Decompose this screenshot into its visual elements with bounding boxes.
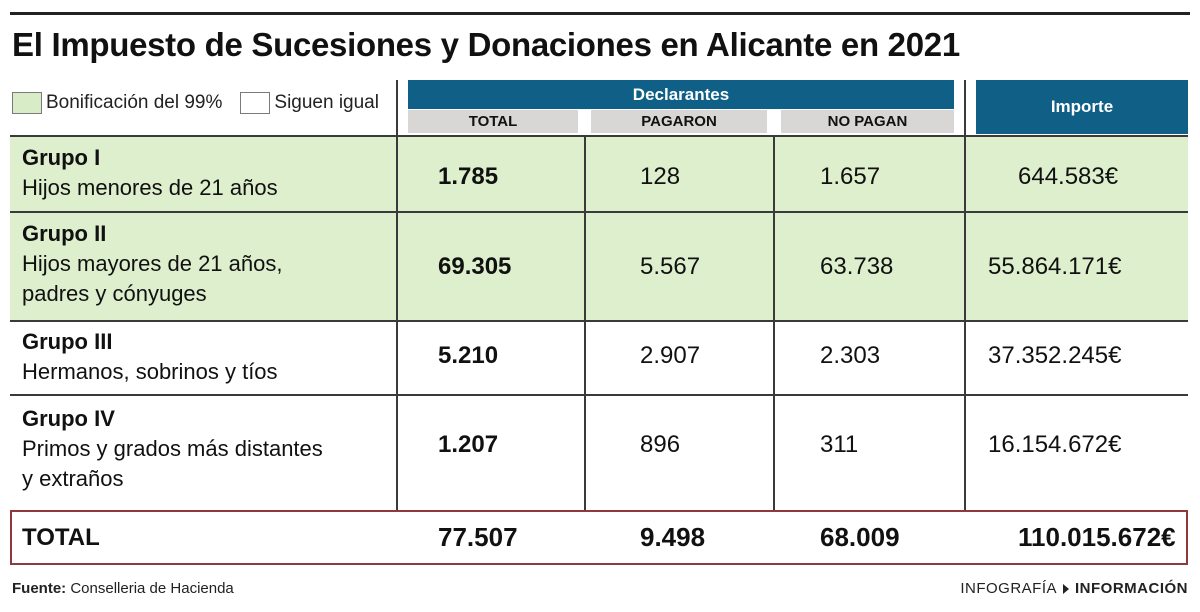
source-text: Conselleria de Hacienda — [70, 580, 234, 597]
cell-importe: 55.864.171€ — [988, 253, 1122, 280]
cell-total: 1.207 — [438, 431, 499, 458]
header-col-no-pagan: NO PAGAN — [781, 110, 954, 133]
top-rule — [10, 12, 1190, 15]
page-title: El Impuesto de Sucesiones y Donaciones e… — [12, 26, 960, 63]
credit-informacion: INFORMACIÓN — [1075, 580, 1188, 597]
total-cell-no-pagan: 68.009 — [820, 522, 900, 552]
col-divider — [773, 137, 775, 510]
row-bg-grupo-ii — [10, 212, 1188, 321]
header-col-total: TOTAL — [408, 110, 578, 133]
row-divider — [10, 320, 1188, 322]
legend-swatch-siguen-igual — [240, 92, 271, 114]
cell-pagaron: 896 — [640, 431, 681, 458]
source-label: Fuente: — [12, 580, 67, 597]
legend-label-siguen-igual: Siguen igual — [274, 92, 379, 113]
group-label-grupo-iii: Grupo III Hermanos, sobrinos y tíos — [22, 329, 278, 384]
cell-importe: 37.352.245€ — [988, 342, 1122, 369]
col-divider — [396, 80, 398, 510]
source-note: Fuente: Conselleria de Hacienda — [12, 580, 234, 597]
total-cell-importe: 110.015.672€ — [1018, 522, 1176, 552]
total-cell-pagaron: 9.498 — [640, 522, 706, 552]
total-cell-total: 77.507 — [438, 522, 518, 552]
arrow-right-icon — [1063, 583, 1069, 594]
header-col-pagaron: PAGARON — [591, 110, 767, 133]
legend-swatch-bonificacion — [12, 92, 42, 114]
col-divider — [584, 137, 586, 510]
legend: Bonificación del 99% Siguen igual — [12, 90, 379, 116]
row-divider — [10, 211, 1188, 213]
header-declarantes: Declarantes — [408, 80, 954, 109]
credit: INFOGRAFÍA INFORMACIÓN — [960, 580, 1188, 597]
cell-total: 5.210 — [438, 342, 499, 369]
cell-no-pagan: 1.657 — [820, 163, 881, 190]
total-row-box — [10, 510, 1188, 565]
row-divider — [10, 394, 1188, 396]
legend-label-bonificacion: Bonificación del 99% — [46, 92, 223, 113]
cell-importe: 644.583€ — [1018, 163, 1119, 190]
cell-importe: 16.154.672€ — [988, 431, 1122, 458]
cell-pagaron: 5.567 — [640, 253, 701, 280]
cell-total: 69.305 — [438, 253, 512, 280]
credit-infografia: INFOGRAFÍA — [960, 580, 1057, 597]
col-divider — [964, 80, 966, 510]
cell-no-pagan: 311 — [820, 431, 859, 458]
row-bg-grupo-i — [10, 137, 1188, 212]
group-label-grupo-iv: Grupo IV Primos y grados más distantes y… — [22, 406, 323, 491]
cell-pagaron: 2.907 — [640, 342, 701, 369]
group-label-grupo-ii: Grupo II Hijos mayores de 21 años, padre… — [22, 221, 283, 306]
cell-no-pagan: 63.738 — [820, 253, 894, 280]
cell-pagaron: 128 — [640, 163, 681, 190]
cell-total: 1.785 — [438, 163, 499, 190]
header-importe: Importe — [976, 80, 1188, 134]
group-label-grupo-i: Grupo I Hijos menores de 21 años — [22, 145, 278, 200]
row-divider — [10, 135, 1188, 137]
cell-no-pagan: 2.303 — [820, 342, 881, 369]
total-label: TOTAL — [22, 523, 100, 551]
